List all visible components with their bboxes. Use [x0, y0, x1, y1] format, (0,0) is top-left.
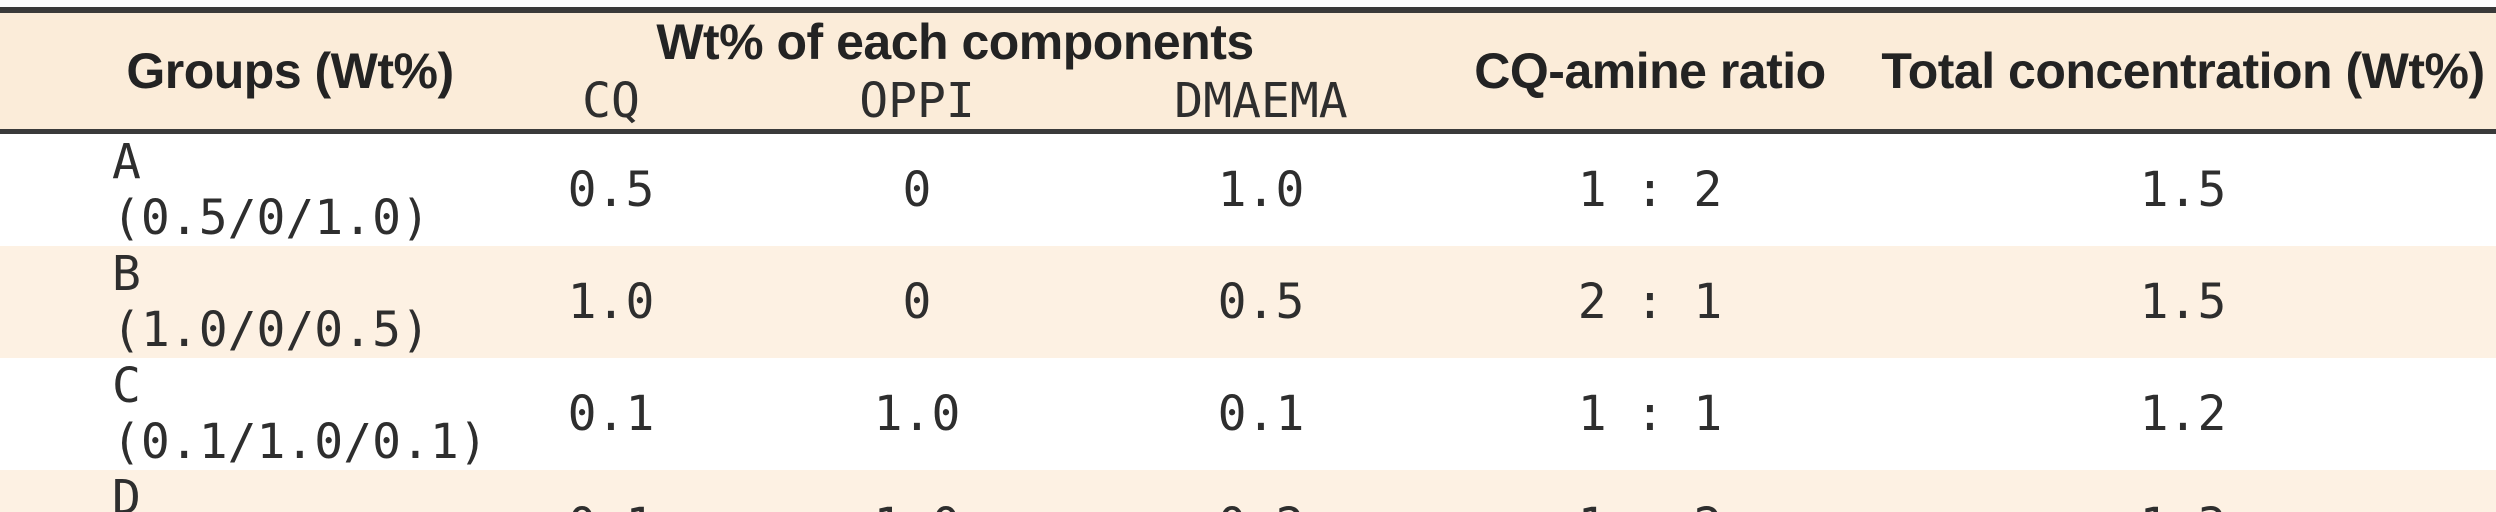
- cell-total: 1.3: [1870, 470, 2496, 512]
- cell-oppi: 0: [902, 162, 932, 218]
- table-row: D (0.1/1.0/0.2) 0.1 1.0 0.2 1 : 2 1.3: [0, 470, 2496, 512]
- cell-cq: 1.0: [567, 274, 655, 330]
- header-dmaema: DMAEMA: [1174, 73, 1348, 129]
- cell-oppi: 0: [902, 274, 932, 330]
- cell-total: 1.5: [2139, 162, 2227, 218]
- cell-group: D (0.1/1.0/0.2): [112, 470, 141, 512]
- cell-cq: 0.1: [567, 386, 655, 442]
- cell-ratio: 2 : 1: [1577, 274, 1723, 330]
- cell-group: C (0.1/1.0/0.1): [112, 358, 488, 470]
- cell-dmaema: 0.2: [1092, 470, 1430, 512]
- cell-group: B (1.0/0/0.5): [112, 246, 430, 358]
- cell-oppi: 1.0: [873, 386, 961, 442]
- cell-cq: 0.1: [480, 470, 742, 512]
- cell-oppi: 1.0: [742, 470, 1092, 512]
- header-oppi: OPPI: [859, 73, 975, 129]
- cell-dmaema: 0.1: [1217, 386, 1305, 442]
- header-groups: Groups (Wt%): [126, 43, 454, 99]
- cell-ratio: 1 : 1: [1577, 386, 1723, 442]
- header-total-concentration: Total concentration (Wt%): [1881, 43, 2485, 99]
- header-cq-amine-ratio: CQ-amine ratio: [1474, 43, 1826, 99]
- cell-cq: 0.5: [567, 162, 655, 218]
- cell-total: 1.2: [2139, 386, 2227, 442]
- cell-dmaema: 0.5: [1217, 274, 1305, 330]
- header-components-group: Wt% of each components: [656, 14, 1254, 70]
- header-row-sub: CQ OPPI DMAEMA: [0, 71, 2496, 132]
- cell-ratio: 1 : 2: [1577, 162, 1723, 218]
- table-row: A (0.5/0/1.0) 0.5 0 1.0 1 : 2 1.5: [0, 131, 2496, 246]
- header-cq: CQ: [582, 73, 640, 129]
- cell-total: 1.5: [2139, 274, 2227, 330]
- cell-group: A (0.5/0/1.0): [112, 134, 430, 246]
- table-body: A (0.5/0/1.0) 0.5 0 1.0 1 : 2 1.5 B (1.0…: [0, 131, 2496, 512]
- table-row: B (1.0/0/0.5) 1.0 0 0.5 2 : 1 1.5: [0, 246, 2496, 358]
- table-header: Groups (Wt%) Wt% of each components CQ-a…: [0, 10, 2496, 132]
- cell-ratio: 1 : 2: [1430, 470, 1870, 512]
- formulations-table: Groups (Wt%) Wt% of each components CQ-a…: [0, 7, 2496, 512]
- table-row: C (0.1/1.0/0.1) 0.1 1.0 0.1 1 : 1 1.2: [0, 358, 2496, 470]
- cell-dmaema: 1.0: [1217, 162, 1305, 218]
- header-row-top: Groups (Wt%) Wt% of each components CQ-a…: [0, 10, 2496, 99]
